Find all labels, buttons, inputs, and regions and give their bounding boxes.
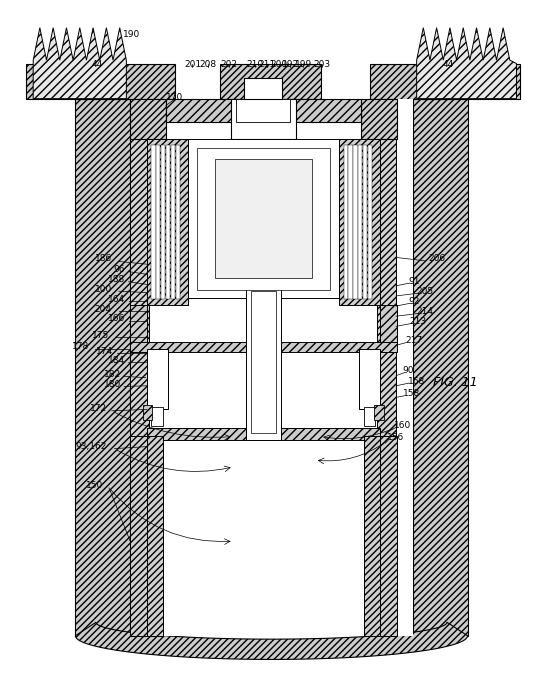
Text: 93,162: 93,162 [75,442,107,451]
Text: 217: 217 [405,336,422,345]
Bar [130,99,166,139]
Text: 205: 205 [416,286,434,296]
Text: 203: 203 [314,60,331,68]
Bar [361,99,396,139]
Bar [349,146,353,299]
Text: 92: 92 [408,297,419,306]
Bar [380,437,396,636]
Text: 182: 182 [104,370,121,379]
Bar [143,405,153,420]
Bar [364,408,376,427]
Text: 174: 174 [96,347,113,356]
Bar [156,146,161,299]
Bar [166,99,361,123]
Text: 199: 199 [295,60,312,68]
Bar [130,99,149,440]
Bar [370,64,520,99]
Bar [26,64,175,99]
Text: 156: 156 [387,433,405,442]
Text: 160: 160 [394,421,412,430]
Text: 214: 214 [416,307,434,316]
Text: 178: 178 [72,342,89,351]
Text: 206: 206 [428,255,446,263]
Polygon shape [416,28,516,99]
Bar [377,99,396,440]
Bar [130,305,147,345]
Text: 166: 166 [108,314,125,324]
Text: 208: 208 [200,60,217,68]
Bar [339,139,380,305]
Bar [244,79,282,99]
Text: 180: 180 [104,380,121,389]
Text: 192: 192 [282,60,299,68]
Text: 44: 44 [91,60,103,69]
Text: 158: 158 [402,389,420,398]
Bar [147,139,187,305]
Text: 190: 190 [123,30,140,39]
Text: 100: 100 [94,285,112,294]
Bar [147,349,167,410]
Bar [375,405,384,420]
Bar [166,146,170,299]
Text: 186: 186 [94,255,112,263]
Bar [359,349,380,410]
Bar [130,99,413,636]
Text: 202: 202 [221,60,238,68]
Bar [130,437,147,636]
Polygon shape [75,622,468,659]
Text: 201: 201 [184,60,201,68]
Text: 90: 90 [402,366,414,376]
Bar [231,99,296,139]
Text: 204: 204 [94,305,112,314]
Text: 188: 188 [108,276,125,284]
Text: 150: 150 [86,481,103,490]
Bar [171,146,175,299]
Bar [364,437,380,636]
Bar [147,437,163,636]
Bar [75,99,130,636]
Bar [197,148,330,290]
Bar [363,146,368,299]
Bar [147,428,380,440]
Text: 172: 172 [90,404,107,413]
Bar [214,160,312,278]
Bar [353,146,358,299]
Bar [220,64,321,99]
Text: FIG. 11: FIG. 11 [433,376,478,389]
Bar [344,146,348,299]
Bar [187,139,339,298]
Text: 210: 210 [247,60,264,68]
Bar [130,342,396,352]
Bar [413,99,468,636]
Bar [251,291,276,433]
Text: 164: 164 [108,294,125,304]
Bar [236,99,291,123]
Text: 44: 44 [443,60,454,69]
Text: 184: 184 [108,356,125,366]
Text: 200: 200 [270,60,287,68]
Bar [161,146,166,299]
Bar [368,146,372,299]
Bar [175,146,180,299]
Bar [151,146,156,299]
Text: 213: 213 [409,317,427,326]
Text: 96: 96 [114,265,125,274]
Text: 168: 168 [408,376,425,386]
Text: 175: 175 [92,330,109,340]
Bar [151,408,163,427]
Text: 91: 91 [408,277,420,286]
Polygon shape [33,28,127,99]
Bar [358,146,363,299]
Bar [245,284,281,440]
Bar [380,305,396,345]
Text: 170: 170 [166,93,183,102]
Text: 211: 211 [258,60,275,68]
